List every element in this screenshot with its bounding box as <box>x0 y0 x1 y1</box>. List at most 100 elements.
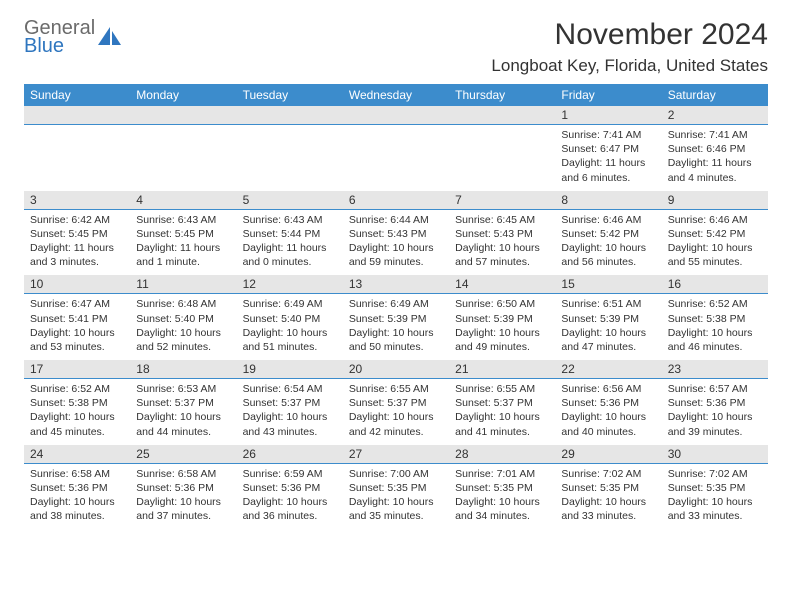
sunrise: Sunrise: 6:42 AM <box>30 213 124 227</box>
daylight: Daylight: 10 hours and 34 minutes. <box>455 495 549 523</box>
day-number: 23 <box>662 360 768 378</box>
sunset: Sunset: 5:36 PM <box>561 396 655 410</box>
day-number: 20 <box>343 360 449 378</box>
daylight: Daylight: 10 hours and 38 minutes. <box>30 495 124 523</box>
day-number: 10 <box>24 275 130 293</box>
sunset: Sunset: 5:45 PM <box>30 227 124 241</box>
day-number <box>130 106 236 124</box>
day-detail <box>449 125 555 191</box>
day-detail: Sunrise: 6:43 AMSunset: 5:45 PMDaylight:… <box>130 210 236 276</box>
day-number: 12 <box>237 275 343 293</box>
day-number: 17 <box>24 360 130 378</box>
day-detail: Sunrise: 6:49 AMSunset: 5:39 PMDaylight:… <box>343 294 449 360</box>
daylight: Daylight: 11 hours and 1 minute. <box>136 241 230 269</box>
daynum-row: 3 4 5 6 7 8 9 <box>24 191 768 210</box>
sunset: Sunset: 5:41 PM <box>30 312 124 326</box>
dow-cell: Monday <box>130 84 236 106</box>
daylight: Daylight: 10 hours and 46 minutes. <box>668 326 762 354</box>
sunrise: Sunrise: 6:53 AM <box>136 382 230 396</box>
detail-row: Sunrise: 6:42 AMSunset: 5:45 PMDaylight:… <box>24 210 768 276</box>
sunrise: Sunrise: 6:47 AM <box>30 297 124 311</box>
daylight: Daylight: 10 hours and 47 minutes. <box>561 326 655 354</box>
daynum-row: 24 25 26 27 28 29 30 <box>24 445 768 464</box>
sunset: Sunset: 5:40 PM <box>136 312 230 326</box>
daynum-row: 10 11 12 13 14 15 16 <box>24 275 768 294</box>
sunrise: Sunrise: 7:41 AM <box>561 128 655 142</box>
calendar-table: Sunday Monday Tuesday Wednesday Thursday… <box>24 84 768 529</box>
title-block: November 2024 Longboat Key, Florida, Uni… <box>491 18 768 76</box>
sunrise: Sunrise: 7:01 AM <box>455 467 549 481</box>
daylight: Daylight: 10 hours and 40 minutes. <box>561 410 655 438</box>
sunset: Sunset: 5:36 PM <box>243 481 337 495</box>
day-number <box>237 106 343 124</box>
sunset: Sunset: 5:35 PM <box>668 481 762 495</box>
sunrise: Sunrise: 6:49 AM <box>349 297 443 311</box>
day-number: 21 <box>449 360 555 378</box>
sunrise: Sunrise: 6:46 AM <box>668 213 762 227</box>
day-detail: Sunrise: 6:55 AMSunset: 5:37 PMDaylight:… <box>449 379 555 445</box>
day-number: 13 <box>343 275 449 293</box>
sunset: Sunset: 5:42 PM <box>561 227 655 241</box>
day-detail: Sunrise: 6:51 AMSunset: 5:39 PMDaylight:… <box>555 294 661 360</box>
day-number: 4 <box>130 191 236 209</box>
sunrise: Sunrise: 6:48 AM <box>136 297 230 311</box>
daylight: Daylight: 10 hours and 59 minutes. <box>349 241 443 269</box>
day-detail: Sunrise: 6:47 AMSunset: 5:41 PMDaylight:… <box>24 294 130 360</box>
day-number: 7 <box>449 191 555 209</box>
day-number: 11 <box>130 275 236 293</box>
daylight: Daylight: 10 hours and 43 minutes. <box>243 410 337 438</box>
daylight: Daylight: 10 hours and 44 minutes. <box>136 410 230 438</box>
sunset: Sunset: 5:40 PM <box>243 312 337 326</box>
day-detail: Sunrise: 6:45 AMSunset: 5:43 PMDaylight:… <box>449 210 555 276</box>
sunset: Sunset: 5:37 PM <box>455 396 549 410</box>
day-number: 16 <box>662 275 768 293</box>
sunrise: Sunrise: 6:52 AM <box>30 382 124 396</box>
day-detail: Sunrise: 6:42 AMSunset: 5:45 PMDaylight:… <box>24 210 130 276</box>
daylight: Daylight: 10 hours and 53 minutes. <box>30 326 124 354</box>
daylight: Daylight: 11 hours and 3 minutes. <box>30 241 124 269</box>
sunset: Sunset: 5:38 PM <box>668 312 762 326</box>
day-detail: Sunrise: 6:46 AMSunset: 5:42 PMDaylight:… <box>555 210 661 276</box>
daylight: Daylight: 10 hours and 41 minutes. <box>455 410 549 438</box>
detail-row: Sunrise: 6:47 AMSunset: 5:41 PMDaylight:… <box>24 294 768 360</box>
day-number: 6 <box>343 191 449 209</box>
sunrise: Sunrise: 6:43 AM <box>136 213 230 227</box>
sunset: Sunset: 5:44 PM <box>243 227 337 241</box>
day-number <box>449 106 555 124</box>
day-detail: Sunrise: 7:02 AMSunset: 5:35 PMDaylight:… <box>555 464 661 530</box>
sunrise: Sunrise: 7:02 AM <box>561 467 655 481</box>
dow-cell: Thursday <box>449 84 555 106</box>
sunset: Sunset: 6:47 PM <box>561 142 655 156</box>
day-detail: Sunrise: 6:56 AMSunset: 5:36 PMDaylight:… <box>555 379 661 445</box>
day-number: 24 <box>24 445 130 463</box>
day-number: 1 <box>555 106 661 124</box>
daylight: Daylight: 10 hours and 42 minutes. <box>349 410 443 438</box>
sunset: Sunset: 5:37 PM <box>349 396 443 410</box>
sunset: Sunset: 5:35 PM <box>349 481 443 495</box>
day-detail: Sunrise: 6:48 AMSunset: 5:40 PMDaylight:… <box>130 294 236 360</box>
day-number: 27 <box>343 445 449 463</box>
daylight: Daylight: 10 hours and 45 minutes. <box>30 410 124 438</box>
sunrise: Sunrise: 6:51 AM <box>561 297 655 311</box>
sunrise: Sunrise: 7:02 AM <box>668 467 762 481</box>
sunset: Sunset: 5:43 PM <box>349 227 443 241</box>
day-detail: Sunrise: 6:54 AMSunset: 5:37 PMDaylight:… <box>237 379 343 445</box>
dow-cell: Saturday <box>662 84 768 106</box>
page: General Blue November 2024 Longboat Key,… <box>0 0 792 539</box>
sunset: Sunset: 5:35 PM <box>455 481 549 495</box>
month-title: November 2024 <box>491 18 768 52</box>
day-detail: Sunrise: 6:43 AMSunset: 5:44 PMDaylight:… <box>237 210 343 276</box>
sunrise: Sunrise: 6:45 AM <box>455 213 549 227</box>
daylight: Daylight: 10 hours and 39 minutes. <box>668 410 762 438</box>
day-detail: Sunrise: 6:55 AMSunset: 5:37 PMDaylight:… <box>343 379 449 445</box>
day-number: 28 <box>449 445 555 463</box>
sunset: Sunset: 5:39 PM <box>561 312 655 326</box>
brand-text: General Blue <box>24 18 95 56</box>
day-detail: Sunrise: 6:44 AMSunset: 5:43 PMDaylight:… <box>343 210 449 276</box>
daylight: Daylight: 10 hours and 50 minutes. <box>349 326 443 354</box>
dow-cell: Friday <box>555 84 661 106</box>
sunset: Sunset: 5:39 PM <box>349 312 443 326</box>
brand-logo: General Blue <box>24 18 123 56</box>
daylight: Daylight: 10 hours and 56 minutes. <box>561 241 655 269</box>
daylight: Daylight: 10 hours and 55 minutes. <box>668 241 762 269</box>
